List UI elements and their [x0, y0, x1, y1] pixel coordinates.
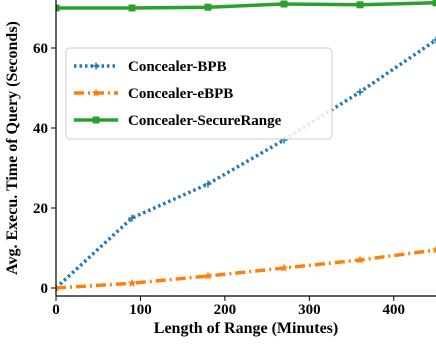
data-point-concealer-securerange: [356, 1, 364, 9]
series-layer: [56, 0, 436, 292]
series-line-concealer-securerange: [56, 1, 436, 10]
data-point-concealer-securerange: [280, 0, 288, 8]
legend-label-concealer-securerange: Concealer-SecureRange: [128, 113, 282, 129]
legend-label-concealer-bpb: Concealer-BPB: [128, 59, 227, 75]
legend: Concealer-BPB Concealer-eBPB Concealer-Sec…: [65, 47, 333, 140]
y-tick-label: 60: [33, 41, 48, 57]
legend-marker-concealer-securerange: [92, 116, 100, 124]
y-tick-label: 20: [33, 201, 48, 217]
legend-label-concealer-ebpb: Concealer-eBPB: [128, 86, 233, 102]
axes-layer: 0 100 200 300 400 0 20 40 60: [33, 0, 436, 318]
data-point-concealer-ebpb: [431, 245, 436, 254]
series-line-concealer-ebpb: [56, 248, 436, 290]
data-point-concealer-ebpb: [279, 263, 289, 272]
data-point-concealer-bpb: [204, 180, 212, 188]
x-tick-label: 300: [298, 302, 321, 318]
data-point-concealer-ebpb: [355, 255, 365, 264]
data-point-concealer-bpb: [356, 88, 364, 96]
data-point-concealer-securerange: [432, 0, 436, 7]
data-point-concealer-ebpb: [203, 271, 213, 280]
y-tick-label: 0: [41, 281, 49, 297]
data-point-concealer-ebpb: [127, 278, 137, 287]
legend-marker-concealer-bpb: [92, 62, 100, 70]
x-tick-label: 0: [52, 302, 60, 318]
x-tick-label: 100: [129, 302, 152, 318]
x-tick-label: 400: [383, 302, 406, 318]
y-axis-label: Avg. Execu. Time of Query (Seconds): [4, 21, 21, 275]
legend-box: [65, 47, 333, 140]
legend-marker-concealer-ebpb: [91, 88, 101, 97]
x-tick-label: 200: [214, 302, 237, 318]
y-tick-label: 40: [33, 121, 48, 137]
data-point-concealer-securerange: [56, 4, 60, 12]
data-point-concealer-bpb: [432, 36, 436, 44]
data-point-concealer-ebpb: [56, 283, 61, 292]
series-line-concealer-bpb: [56, 38, 436, 290]
data-point-concealer-securerange: [204, 3, 212, 11]
data-point-concealer-securerange: [128, 4, 136, 12]
data-point-concealer-bpb: [128, 214, 136, 222]
x-axis-label: Length of Range (Minutes): [154, 320, 338, 337]
